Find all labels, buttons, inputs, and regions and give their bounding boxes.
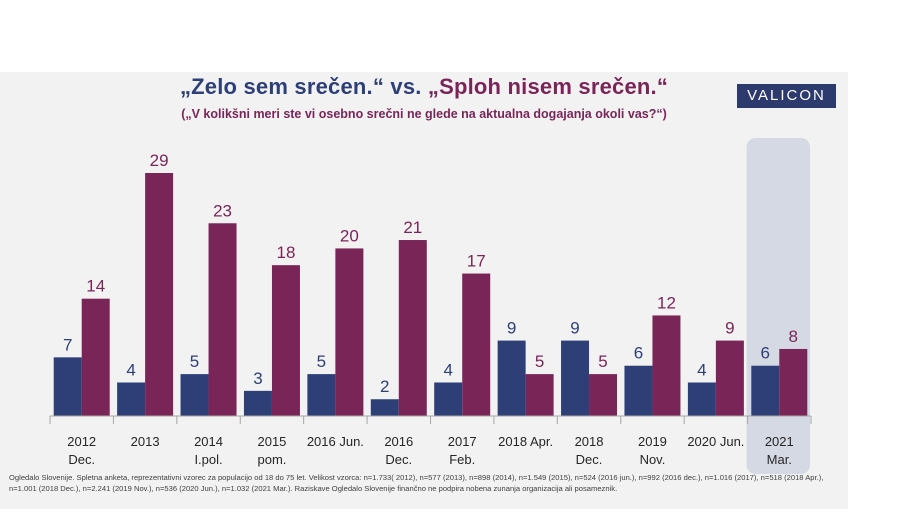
x-tick-label-6-0: 2017: [448, 434, 477, 449]
x-tick-label-9-1: Nov.: [640, 452, 666, 467]
bar-series-2-6: [462, 273, 491, 416]
data-label-series-2-2: 23: [213, 201, 232, 220]
bar-series-1-10: [687, 382, 716, 416]
data-label-series-2-5: 21: [403, 218, 422, 237]
x-tick-label-5-0: 2016: [384, 434, 413, 449]
bar-series-1-11: [751, 365, 780, 416]
title-part-2: „Sploh nisem srečen.“: [427, 74, 669, 99]
x-tick-label-0-1: Dec.: [68, 452, 95, 467]
x-tick-label-4-0: 2016 Jun.: [307, 434, 364, 449]
x-tick-label-7-0: 2018 Apr.: [498, 434, 553, 449]
data-label-series-2-8: 5: [598, 352, 607, 371]
bar-series-2-9: [652, 315, 681, 416]
x-tick-label-2-0: 2014: [194, 434, 223, 449]
valicon-logo: VALICON: [737, 84, 836, 108]
x-tick-label-8-0: 2018: [575, 434, 604, 449]
data-label-series-1-8: 9: [570, 319, 579, 338]
data-label-series-2-6: 17: [467, 252, 486, 271]
data-label-series-1-4: 5: [317, 352, 326, 371]
data-label-series-2-4: 20: [340, 226, 359, 245]
x-tick-label-11-1: Mar.: [767, 452, 792, 467]
x-tick-label-3-1: pom.: [258, 452, 287, 467]
data-label-series-1-2: 5: [190, 352, 199, 371]
data-label-series-1-11: 6: [761, 344, 770, 363]
bar-series-1-3: [243, 390, 272, 416]
title-part-1: „Zelo sem srečen.“: [179, 74, 385, 99]
data-label-series-1-6: 4: [443, 360, 452, 379]
x-tick-label-9-0: 2019: [638, 434, 667, 449]
chart-title: „Zelo sem srečen.“ vs. „Sploh nisem sreč…: [0, 74, 848, 100]
bar-series-1-5: [370, 399, 399, 416]
highlight-band: [746, 138, 810, 474]
data-label-series-2-11: 8: [789, 327, 798, 346]
bar-series-2-4: [335, 248, 364, 416]
bar-series-1-9: [624, 365, 653, 416]
data-label-series-1-0: 7: [63, 335, 72, 354]
x-tick-label-8-1: Dec.: [576, 452, 603, 467]
data-label-series-1-9: 6: [634, 344, 643, 363]
x-tick-label-11-0: 2021: [765, 434, 794, 449]
data-label-series-2-7: 5: [535, 352, 544, 371]
x-tick-label-5-1: Dec.: [385, 452, 412, 467]
data-label-series-1-10: 4: [697, 360, 706, 379]
data-label-series-2-9: 12: [657, 293, 676, 312]
footnote: Ogledalo Slovenije. Spletna anketa, repr…: [9, 473, 824, 493]
bar-series-1-8: [561, 340, 590, 416]
data-label-series-2-1: 29: [150, 151, 169, 170]
bar-series-1-1: [117, 382, 146, 416]
data-label-series-2-10: 9: [725, 319, 734, 338]
bar-series-2-2: [208, 223, 237, 416]
chart-subtitle: („V kolikšni meri ste vi osebno srečni n…: [181, 107, 667, 121]
x-tick-label-2-1: I.pol.: [194, 452, 222, 467]
bar-series-2-10: [715, 340, 744, 416]
bar-series-2-11: [779, 348, 808, 416]
bar-series-2-0: [81, 298, 110, 416]
bar-series-2-8: [589, 374, 618, 416]
x-tick-label-1-0: 2013: [131, 434, 160, 449]
bar-series-2-5: [398, 240, 427, 416]
bar-series-1-0: [53, 357, 82, 416]
bar-series-1-4: [307, 374, 336, 416]
bar-series-2-3: [271, 265, 300, 416]
bar-series-1-6: [434, 382, 463, 416]
x-tick-label-3-0: 2015: [257, 434, 286, 449]
bar-series-1-7: [497, 340, 526, 416]
bar-series-1-2: [180, 374, 209, 416]
data-label-series-1-3: 3: [253, 369, 262, 388]
title-vs: vs.: [390, 74, 422, 99]
data-label-series-2-3: 18: [276, 243, 295, 262]
data-label-series-1-7: 9: [507, 319, 516, 338]
data-label-series-2-0: 14: [86, 277, 105, 296]
data-label-series-1-1: 4: [126, 360, 135, 379]
data-label-series-1-5: 2: [380, 377, 389, 396]
bar-series-2-1: [145, 173, 174, 416]
x-tick-label-0-0: 2012: [67, 434, 96, 449]
bar-series-2-7: [525, 374, 554, 416]
x-tick-label-10-0: 2020 Jun.: [687, 434, 744, 449]
x-tick-label-6-1: Feb.: [449, 452, 475, 467]
